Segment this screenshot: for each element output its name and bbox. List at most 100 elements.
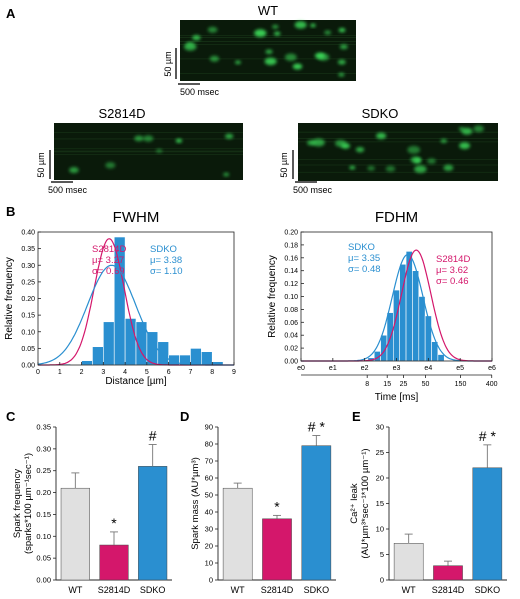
sdko-bar bbox=[301, 445, 332, 581]
calcium-spark bbox=[292, 63, 303, 70]
calcium-spark bbox=[207, 26, 218, 33]
significance-marker: # * bbox=[308, 419, 326, 435]
y-axis-label: Ca²⁺ leak bbox=[349, 483, 360, 524]
panel-b-letter: B bbox=[6, 204, 15, 219]
y-tick-label: 0.25 bbox=[21, 279, 35, 286]
s2814d-fit-name: S2814D bbox=[436, 254, 470, 265]
calcium-spark bbox=[459, 142, 471, 150]
histogram-bar bbox=[201, 351, 213, 366]
significance-marker: # bbox=[149, 427, 157, 443]
calcium-spark bbox=[407, 145, 421, 154]
histogram-bar bbox=[103, 321, 115, 366]
x-tick-label-exponent: e5 bbox=[456, 365, 464, 372]
wt-bar bbox=[393, 543, 424, 581]
sdko-fit-name: SDKO bbox=[348, 242, 375, 253]
calcium-spark bbox=[385, 165, 396, 172]
sdko-scalebar-y-label: 50 µm bbox=[279, 152, 289, 177]
y-tick-label: 0.06 bbox=[284, 320, 298, 327]
spark-frequency-chart: 0.00 0.05 0.10 0.15 0.20 0.25 0.30 0.35 WT S2814D… bbox=[12, 423, 172, 595]
calcium-spark bbox=[355, 146, 365, 153]
wt-sparks bbox=[180, 21, 356, 77]
y-tick-label: 20 bbox=[376, 474, 384, 483]
x-tick-label: 9 bbox=[232, 369, 236, 376]
s2814d-fit-sigma: σ= 0.69 bbox=[92, 266, 125, 277]
calcium-spark bbox=[69, 167, 79, 174]
x-tick-label-exponent: e3 bbox=[393, 365, 401, 372]
calcium-spark bbox=[461, 127, 473, 135]
sdko-fit-sigma: σ= 0.48 bbox=[348, 264, 381, 275]
calcium-spark bbox=[443, 164, 454, 171]
calcium-spark bbox=[314, 52, 325, 59]
x-tick-label: 3 bbox=[101, 369, 105, 376]
chart-title: FDHM bbox=[375, 209, 418, 226]
histogram-bar bbox=[418, 296, 426, 362]
calcium-spark bbox=[427, 158, 436, 164]
histogram-bar bbox=[124, 318, 137, 366]
ca-leak-chart: 0 5 10 15 20 25 30 WT S2814D SDKO # * Ca²⁺ leak (AU*… bbox=[349, 423, 507, 595]
x-tick-label-exponent: e4 bbox=[424, 365, 432, 372]
s2814d-sparks bbox=[54, 132, 243, 177]
x-tick-label: 5 bbox=[145, 369, 149, 376]
y-tick-label: 20 bbox=[205, 542, 213, 551]
x-tick-label-ms: 50 bbox=[422, 381, 430, 388]
calcium-spark bbox=[224, 133, 234, 139]
x-tick-label-ms: 25 bbox=[400, 381, 408, 388]
x-tick-label-exponent: e6 bbox=[488, 365, 496, 372]
panel-a-letter: A bbox=[6, 6, 16, 21]
y-tick-label: 0.10 bbox=[284, 294, 298, 301]
panel-e-letter: E bbox=[352, 409, 361, 424]
y-tick-label: 10 bbox=[205, 559, 213, 568]
calcium-spark bbox=[440, 138, 448, 144]
histogram-bar bbox=[424, 315, 432, 362]
y-tick-label: 0.14 bbox=[284, 268, 298, 275]
y-tick-label: 60 bbox=[205, 474, 213, 483]
calcium-spark bbox=[254, 29, 267, 37]
sdko-sparks bbox=[298, 125, 498, 174]
x-tick-label-ms: 150 bbox=[455, 381, 467, 388]
histogram-bar bbox=[92, 346, 104, 366]
x-tick-label: 1 bbox=[58, 369, 62, 376]
y-tick-label: 0 bbox=[380, 576, 384, 585]
y-tick-label: 80 bbox=[205, 440, 213, 449]
y-axis-label: Spark frequency bbox=[12, 469, 23, 538]
y-tick-label: 0.35 bbox=[21, 246, 35, 253]
x-tick-label-exponent: e0 bbox=[297, 365, 305, 372]
y-tick-label: 0.08 bbox=[284, 307, 298, 314]
x-tick-label-ms: 15 bbox=[383, 381, 391, 388]
calcium-spark bbox=[234, 60, 241, 65]
y-tick-label: 0.15 bbox=[36, 510, 51, 519]
y-tick-label: 0.20 bbox=[21, 296, 35, 303]
x-tick-label-ms: 400 bbox=[486, 381, 498, 388]
calcium-spark bbox=[473, 125, 484, 133]
y-tick-label: 0.05 bbox=[21, 346, 35, 353]
y-tick-label: 50 bbox=[205, 491, 213, 500]
calcium-spark bbox=[338, 28, 346, 33]
panel-c-letter: C bbox=[6, 409, 16, 424]
s2814d-fit-mu: μ= 3.27 bbox=[92, 255, 124, 266]
category-label: SDKO bbox=[140, 585, 166, 595]
calcium-spark bbox=[341, 143, 351, 149]
y-tick-label: 0 bbox=[209, 576, 213, 585]
wt-bar bbox=[60, 487, 90, 581]
y-tick-label: 0.15 bbox=[21, 313, 35, 320]
panel-d-letter: D bbox=[180, 409, 189, 424]
calcium-spark bbox=[337, 59, 346, 65]
calcium-spark bbox=[105, 162, 116, 169]
chart-title: FWHM bbox=[113, 209, 160, 226]
s2814d-fit-name: S2814D bbox=[92, 244, 126, 255]
category-label: SDKO bbox=[304, 585, 330, 595]
wt-image-title: WT bbox=[258, 3, 278, 18]
category-label: S2814D bbox=[432, 585, 465, 595]
y-tick-label: 0.00 bbox=[21, 363, 35, 370]
category-label: WT bbox=[231, 585, 245, 595]
x-tick-label: 0 bbox=[36, 369, 40, 376]
y-tick-label: 0.02 bbox=[284, 346, 298, 353]
s2814d-scalebar-x-label: 500 msec bbox=[48, 185, 88, 195]
y-axis-label: (sparks*100 µm⁻¹sec⁻¹) bbox=[23, 453, 34, 554]
x-tick-label: 4 bbox=[123, 369, 127, 376]
x-tick-label-ms: 8 bbox=[365, 381, 369, 388]
histogram-bar bbox=[412, 270, 420, 362]
